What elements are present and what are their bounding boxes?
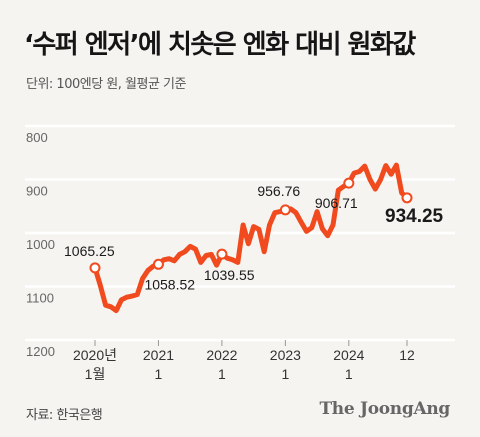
x-tick-label: 12	[399, 347, 415, 363]
x-tick-sublabel: 1	[218, 366, 226, 382]
publisher-logo: The JoongAng	[319, 399, 450, 419]
series-layer	[92, 162, 410, 314]
y-tick-label-1000: 1000	[26, 237, 55, 252]
grid-lines	[25, 124, 455, 342]
x-tick-sublabel: 1	[345, 366, 353, 382]
annotation-labels: 1065.25 1058.52 1039.55 956.76 906.71 934.25	[64, 183, 444, 292]
data-point-marker	[152, 258, 164, 270]
data-point-marker	[216, 248, 228, 260]
y-tick-label-1200: 1200	[26, 344, 55, 359]
x-tick-sublabel: 1월	[85, 366, 106, 382]
source-note: 자료: 한국은행	[26, 408, 103, 423]
x-tick-sublabel: 1	[281, 366, 289, 382]
data-label: 1058.52	[144, 276, 195, 292]
chart-subtitle-unit: 단위: 100엔당 원, 월평균 기준	[26, 77, 186, 92]
series-line	[92, 162, 410, 314]
y-axis-ticks: 800 900 1000 1100 1200	[26, 130, 55, 359]
data-label: 1065.25	[64, 243, 115, 259]
x-tick-label: 2020년	[73, 347, 117, 363]
data-point-marker	[343, 177, 355, 189]
y-tick-label-800: 800	[26, 130, 48, 145]
data-label: 956.76	[257, 183, 300, 199]
x-tick-label: 2023	[270, 347, 301, 363]
data-label: 934.25	[385, 206, 444, 227]
data-point-marker	[279, 204, 291, 216]
data-label: 1039.55	[204, 267, 255, 283]
data-point-marker	[89, 262, 101, 274]
chart-title: ‘수퍼 엔저’에 치솟은 엔화 대비 원화값	[24, 30, 416, 60]
x-tick-sublabel: 1	[155, 366, 163, 382]
y-tick-label-900: 900	[26, 184, 48, 199]
y-tick-label-1100: 1100	[26, 291, 54, 306]
data-label: 906.71	[315, 195, 358, 211]
x-tick-label: 2021	[143, 347, 174, 363]
x-tick-label: 2024	[333, 347, 364, 363]
data-point-marker	[401, 192, 413, 204]
x-axis-ticks: 2020년 1월 2021 1 2022 1 2023 1 2024 1 12	[73, 340, 415, 382]
annotation-markers	[89, 177, 413, 274]
x-tick-label: 2022	[206, 347, 237, 363]
